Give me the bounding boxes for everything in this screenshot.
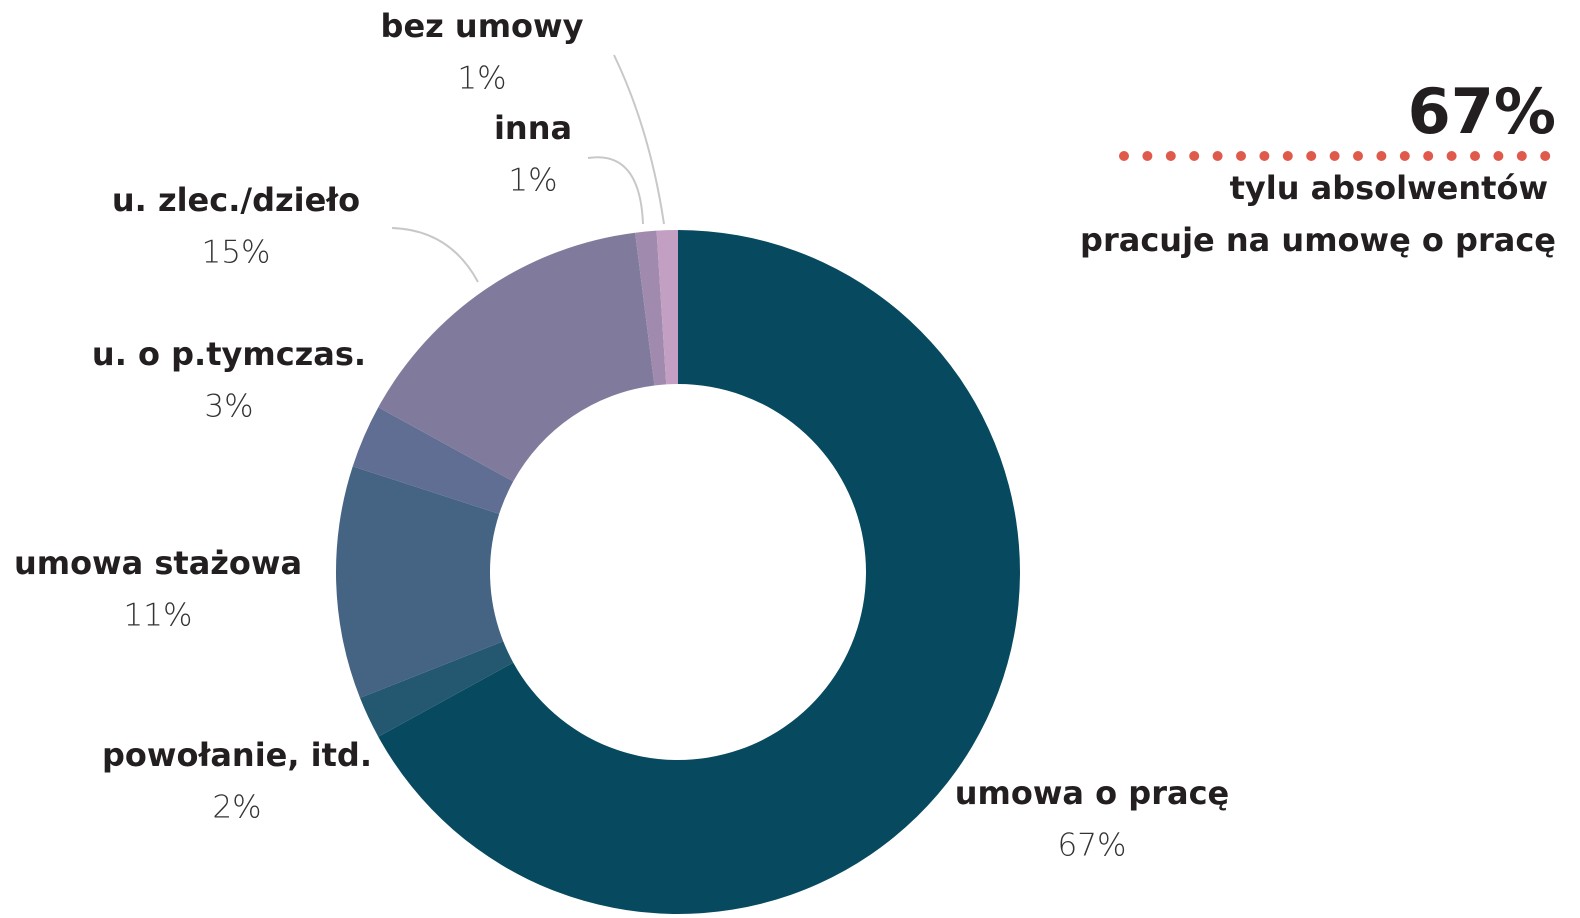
leader-line <box>391 227 479 283</box>
leader-line <box>613 54 665 225</box>
slice-label: umowa stażowa <box>14 544 302 582</box>
callout-headline: 67% <box>1408 75 1556 148</box>
callout-text: tylu absolwentów <box>1230 169 1548 207</box>
slice <box>635 230 667 386</box>
slice-label: powołanie, itd. <box>102 736 372 774</box>
slice-value-label: 11% <box>124 598 193 634</box>
leader-line <box>587 156 644 225</box>
slice <box>360 641 514 737</box>
slice <box>378 232 655 482</box>
slice-value-label: 2% <box>212 790 261 826</box>
slice-label: inna <box>494 109 572 147</box>
slice <box>378 230 1021 914</box>
slice <box>336 466 504 698</box>
slice-label: u. o p.tymczas. <box>92 335 366 373</box>
slice-label: bez umowy <box>381 7 584 45</box>
slice-value-label: 3% <box>204 389 253 425</box>
slice-value-label: 15% <box>202 235 271 271</box>
slice-label: u. zlec./dzieło <box>112 181 360 219</box>
callout-text: pracuje na umowę o pracę <box>1080 221 1556 259</box>
slice-value-label: 1% <box>457 61 506 97</box>
slice-label: umowa o pracę <box>955 774 1229 812</box>
slice-value-label: 1% <box>508 163 557 199</box>
slice-value-label: 67% <box>1058 828 1127 864</box>
slice <box>352 407 514 514</box>
slice <box>656 230 678 385</box>
